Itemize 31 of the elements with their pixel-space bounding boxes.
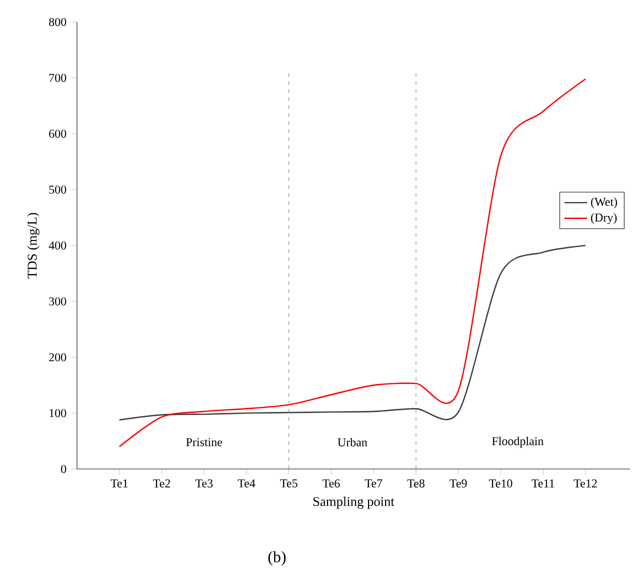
x-tick-label: Te2	[153, 479, 170, 488]
annotation: Urban	[338, 438, 368, 446]
legend-label: (Dry)	[591, 213, 617, 224]
y-axis-title: TDS (mg/L)	[27, 212, 40, 278]
x-tick-label: Te4	[238, 479, 256, 488]
line-series	[118, 244, 586, 421]
y-tick-label: 600	[49, 130, 66, 138]
x-tick-label: Te3	[195, 479, 213, 488]
y-tick-label: 200	[49, 353, 66, 362]
x-tick-label: Te7	[364, 479, 382, 488]
y-tick-label: 400	[48, 241, 66, 250]
x-axis-title: Sampling point	[313, 496, 394, 509]
y-tick-label: 700	[49, 74, 66, 82]
x-tick-label: Te8	[407, 479, 424, 488]
x-tick-label: Te5	[280, 479, 298, 488]
x-tick-label: Te9	[450, 479, 467, 488]
y-tick-label: 500	[49, 186, 66, 194]
y-tick-label: 100	[50, 409, 66, 418]
x-tick-label: Te11	[532, 479, 554, 488]
legend-label: (Wet)	[591, 197, 618, 208]
x-tick-label: Te10	[489, 479, 512, 488]
x-tick-label: Te6	[322, 479, 340, 488]
x-tick-label: Te12	[574, 479, 597, 488]
line-series	[118, 78, 586, 448]
annotation: Pristine	[186, 438, 222, 446]
text: (b)	[268, 551, 286, 566]
y-tick-label: 300	[49, 297, 66, 306]
x-tick-label: Te1	[110, 479, 128, 488]
y-tick-label: 800	[49, 18, 66, 26]
annotation: Floodplain	[492, 436, 544, 448]
y-tick-label: 0	[61, 464, 66, 474]
